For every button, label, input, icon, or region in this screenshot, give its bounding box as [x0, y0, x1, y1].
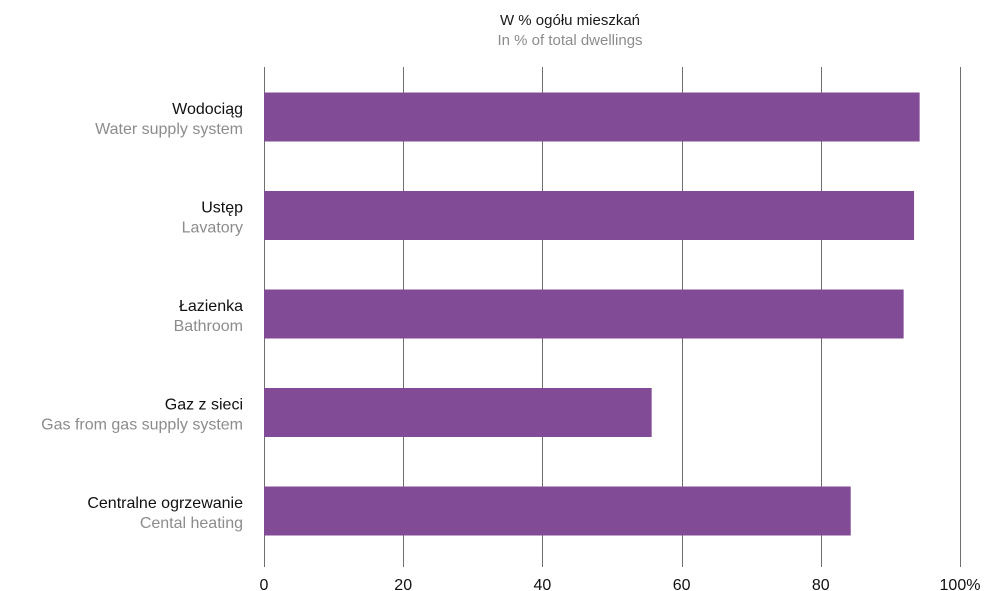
- bar: [264, 388, 652, 437]
- category-labels: Wodociąg Water supply system Ustęp Lavatory…: [41, 101, 243, 532]
- x-tick-label: 40: [534, 577, 552, 591]
- category-label: Centralne ogrzewanie: [87, 495, 243, 512]
- category-sublabel: Gas from gas supply system: [41, 417, 243, 434]
- category-label: Gaz z sieci: [165, 397, 243, 414]
- category-label: Ustęp: [201, 200, 243, 217]
- category-sublabel: Water supply system: [95, 121, 243, 138]
- category-sublabel: Lavatory: [182, 220, 243, 237]
- chart-subtitle: In % of total dwellings: [497, 32, 642, 49]
- bars: [264, 92, 920, 536]
- x-tick-label: 0: [260, 577, 269, 591]
- tick-labels: 0 20 40 60 80 100%: [260, 577, 981, 591]
- bar: [264, 191, 915, 240]
- category-label: Łazienka: [179, 298, 243, 315]
- category-label: Wodociąg: [172, 101, 243, 118]
- bar: [264, 289, 904, 339]
- x-tick-label: 60: [673, 577, 691, 591]
- category-sublabel: Bathroom: [174, 318, 243, 335]
- bar: [264, 92, 920, 142]
- bar: [264, 486, 851, 536]
- x-tick-label: 80: [812, 577, 830, 591]
- x-tick-label: 100%: [940, 577, 981, 591]
- category-sublabel: Cental heating: [140, 515, 243, 532]
- chart-title: W % ogółu mieszkań: [500, 12, 640, 29]
- x-tick-label: 20: [394, 577, 412, 591]
